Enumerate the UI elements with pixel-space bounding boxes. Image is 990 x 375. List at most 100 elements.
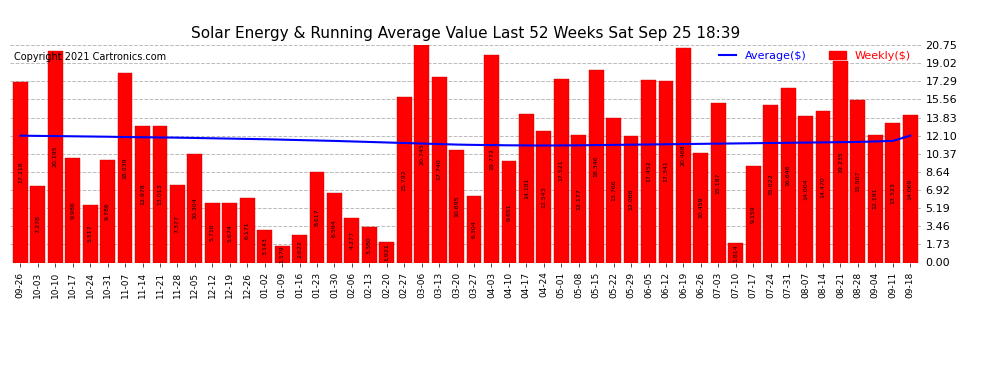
Bar [484,55,499,262]
Text: 18.039: 18.039 [123,157,128,179]
Bar [606,118,621,262]
Text: 18.346: 18.346 [594,156,599,177]
Text: 17.521: 17.521 [558,160,563,182]
Text: 6.304: 6.304 [471,220,476,238]
Bar [903,115,918,262]
Text: 13.323: 13.323 [890,182,895,204]
Bar [798,116,813,262]
Bar [519,114,534,262]
Bar [624,136,639,262]
Bar [379,242,394,262]
Bar [65,158,80,262]
Text: 15.507: 15.507 [855,171,860,192]
Bar [676,48,691,262]
Text: 14.069: 14.069 [908,178,913,200]
Text: 7.377: 7.377 [175,215,180,233]
Bar [48,51,62,262]
Bar [589,70,604,262]
Bar [170,185,185,262]
Bar [292,235,307,262]
Text: 20.745: 20.745 [419,143,424,165]
Bar [100,160,115,262]
Text: 13.766: 13.766 [611,180,616,201]
Text: 16.646: 16.646 [786,165,791,186]
Bar [432,76,446,262]
Bar [135,126,149,262]
Bar [571,135,586,262]
Bar [152,126,167,262]
Text: 13.013: 13.013 [157,183,162,205]
Bar [553,79,568,262]
Bar [31,186,46,262]
Bar [850,100,865,262]
Text: 15.187: 15.187 [716,172,721,194]
Text: 7.278: 7.278 [36,215,41,233]
Bar [449,150,464,262]
Text: 14.181: 14.181 [524,177,529,199]
Text: 1.921: 1.921 [384,243,389,261]
Bar [658,81,673,262]
Text: 9.786: 9.786 [105,202,110,220]
Bar [745,166,760,262]
Title: Solar Energy & Running Average Value Last 52 Weeks Sat Sep 25 18:39: Solar Energy & Running Average Value Las… [191,26,740,41]
Text: 3.380: 3.380 [367,236,372,254]
Text: Copyright 2021 Cartronics.com: Copyright 2021 Cartronics.com [15,51,166,62]
Text: 1.814: 1.814 [734,244,739,262]
Text: 5.674: 5.674 [228,224,233,242]
Text: 10.304: 10.304 [192,198,197,219]
Bar [537,131,551,262]
Text: 10.695: 10.695 [454,196,459,217]
Text: 5.517: 5.517 [88,225,93,242]
Bar [13,82,28,262]
Bar [327,194,342,262]
Bar [466,196,481,262]
Bar [362,227,377,262]
Text: 9.651: 9.651 [507,203,512,221]
Text: 20.468: 20.468 [681,144,686,166]
Bar [310,172,325,262]
Text: 2.622: 2.622 [297,240,302,258]
Text: 5.716: 5.716 [210,224,215,242]
Bar [345,217,359,262]
Bar [693,153,708,262]
Text: 19.235: 19.235 [838,151,842,172]
Text: 3.143: 3.143 [262,237,267,255]
Bar [240,198,254,262]
Bar [711,103,726,262]
Bar [868,135,883,262]
Bar [729,243,743,262]
Bar [223,203,238,262]
Bar [274,246,289,262]
Text: 12.191: 12.191 [873,188,878,209]
Text: 17.341: 17.341 [663,161,668,183]
Bar [397,97,412,262]
Text: 4.277: 4.277 [349,231,354,249]
Text: 9.159: 9.159 [750,206,755,224]
Bar [205,202,220,262]
Text: 1.579: 1.579 [279,245,284,263]
Text: 14.470: 14.470 [821,176,826,198]
Text: 8.617: 8.617 [315,209,320,226]
Bar [187,154,202,262]
Bar [885,123,900,262]
Bar [763,105,778,262]
Text: 19.772: 19.772 [489,148,494,170]
Text: 6.171: 6.171 [245,221,249,239]
Text: 17.740: 17.740 [437,159,442,180]
Bar [816,111,831,262]
Text: 12.978: 12.978 [140,184,145,206]
Bar [118,74,133,262]
Text: 17.452: 17.452 [646,160,651,182]
Text: 15.022: 15.022 [768,173,773,195]
Text: 10.459: 10.459 [698,197,703,219]
Text: 12.543: 12.543 [542,186,546,208]
Text: 20.195: 20.195 [52,146,57,168]
Text: 9.986: 9.986 [70,201,75,219]
Text: 14.004: 14.004 [803,178,808,200]
Bar [642,80,656,262]
Bar [833,61,847,262]
Text: 6.594: 6.594 [332,219,337,237]
Bar [257,230,272,262]
Text: 15.792: 15.792 [402,169,407,190]
Bar [83,205,98,262]
